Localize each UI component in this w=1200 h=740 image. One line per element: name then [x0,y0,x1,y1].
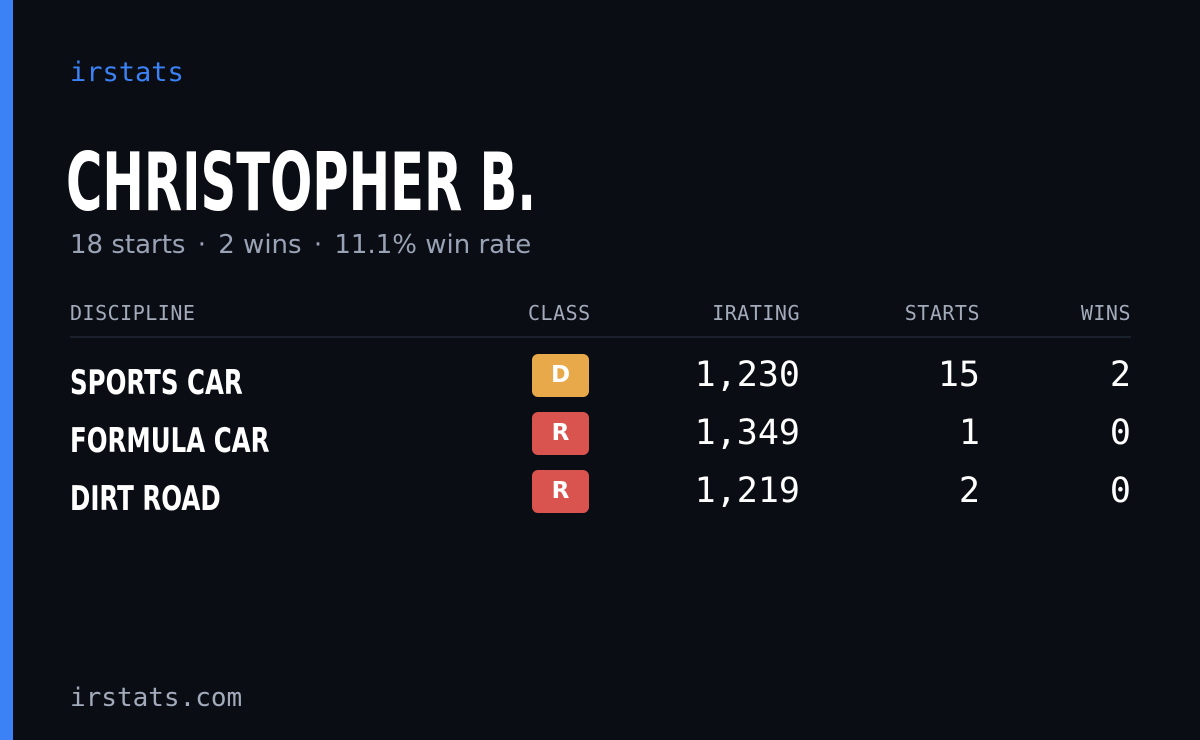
table-header: DISCIPLINE CLASS IRATING STARTS WINS [70,296,1131,338]
table-row: SPORTS CAR D 1,230 15 2 [70,352,1131,410]
column-header-irating: IRATING [712,301,800,325]
summary-starts: 18 starts [70,230,186,260]
wins-value: 2 [1109,355,1131,395]
column-header-discipline: DISCIPLINE [70,301,196,325]
license-class-badge: R [532,470,589,513]
stats-table: DISCIPLINE CLASS IRATING STARTS WINS SPO… [70,296,1131,519]
column-header-starts: STARTS [904,301,980,325]
wins-value: 0 [1109,413,1131,453]
starts-value: 2 [958,471,980,511]
summary-win-rate: 11.1% win rate [334,230,532,260]
starts-value: 1 [958,413,980,453]
table-row: DIRT ROAD R 1,219 2 0 [70,468,1131,526]
discipline-name: DIRT ROAD [70,479,221,519]
irating-value: 1,219 [694,471,800,511]
summary-wins: 2 wins [218,230,302,260]
discipline-name: SPORTS CAR [70,363,243,403]
summary-separator: · [197,230,206,260]
accent-bar [0,0,13,740]
column-header-wins: WINS [1080,301,1131,325]
player-summary: 18 starts · 2 wins · 11.1% win rate [70,228,531,262]
table-row: FORMULA CAR R 1,349 1 0 [70,410,1131,468]
player-name: CHRISTOPHER B. [66,136,537,229]
column-header-class: CLASS [528,301,591,325]
irating-value: 1,230 [694,355,800,395]
footer-domain: irstats.com [70,683,243,713]
irating-value: 1,349 [694,413,800,453]
wins-value: 0 [1109,471,1131,511]
starts-value: 15 [937,355,980,395]
brand-logo: irstats [70,57,184,88]
discipline-name: FORMULA CAR [70,421,270,461]
license-class-badge: D [532,354,589,397]
summary-separator: · [313,230,323,260]
license-class-badge: R [532,412,589,455]
